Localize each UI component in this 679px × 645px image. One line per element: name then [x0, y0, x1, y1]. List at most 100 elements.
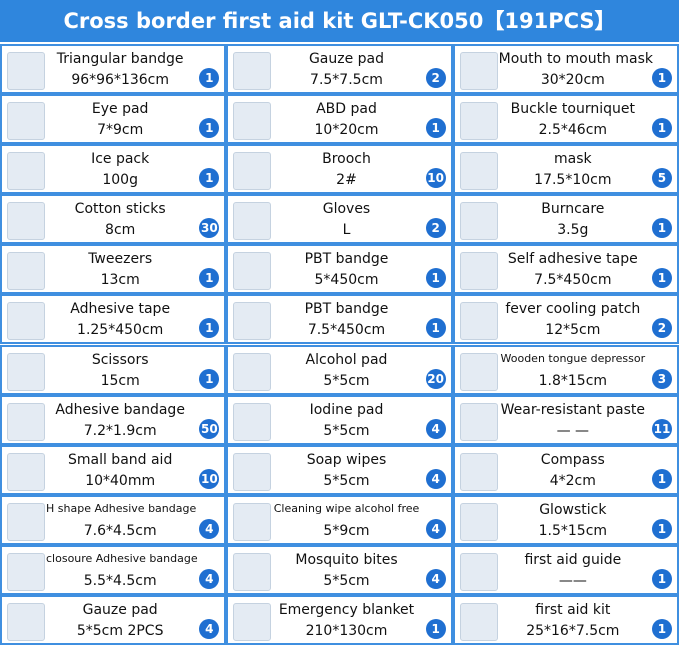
- item-size: 96*96*136cm: [71, 72, 169, 88]
- item-cell: H shape Adhesive bandage 7.6*4.5cm 4: [0, 494, 227, 545]
- item-image: [7, 302, 45, 341]
- item-size: 2#: [336, 172, 357, 189]
- item-count: 1: [199, 368, 220, 389]
- item-image: [233, 502, 272, 541]
- item-name: closoure Adhesive bandage: [46, 551, 198, 565]
- item-name: Gloves: [322, 201, 371, 218]
- item-image: [459, 202, 498, 241]
- item-name: first aid guide: [524, 551, 622, 568]
- item-cell: mask 17.5*10cm 5: [452, 144, 679, 195]
- item-cell: Mosquito bites 5*5cm 4: [226, 544, 453, 595]
- item-count: 1: [651, 568, 672, 589]
- item-size: 7*9cm: [97, 122, 144, 139]
- item-size: 10*40mm: [85, 472, 156, 489]
- item-count: 4: [199, 568, 220, 589]
- item-name: Adhesive tape: [70, 301, 171, 318]
- item-count: 1: [199, 118, 220, 139]
- item-name: Scissors: [91, 351, 149, 368]
- item-image: [7, 602, 45, 641]
- item-cell: Alcohol pad 5*5cm 20: [226, 344, 453, 395]
- item-count: 10: [425, 168, 446, 189]
- item-count: 1: [425, 618, 446, 639]
- item-size: 8cm: [105, 222, 136, 239]
- item-image: [7, 352, 45, 391]
- item-name: H shape Adhesive bandage: [46, 501, 197, 515]
- item-size: 1.5*15cm: [538, 522, 608, 539]
- item-count: 11: [651, 418, 672, 439]
- item-size: L: [342, 222, 351, 239]
- item-cell: Buckle tourniquet 2.5*46cm 1: [452, 94, 679, 145]
- item-name: Soap wipes: [306, 451, 387, 468]
- item-size: 13cm: [100, 272, 140, 289]
- item-size: 17.5*10cm: [534, 172, 612, 189]
- item-size: 5*5cm: [323, 422, 370, 439]
- item-count: 1: [425, 118, 446, 139]
- item-size: 15cm: [100, 372, 140, 389]
- item-name: Compass: [540, 451, 605, 468]
- item-count: 1: [425, 268, 446, 289]
- item-cell: Burncare 3.5g 1: [452, 194, 679, 245]
- item-size: 10*20cm: [314, 122, 379, 139]
- item-cell: first aid kit 25*16*7.5cm 1: [452, 594, 679, 645]
- item-count: 20: [425, 368, 446, 389]
- item-image: [7, 102, 45, 141]
- item-image: [7, 502, 45, 541]
- item-image: [233, 252, 272, 291]
- item-name: Tweezers: [88, 251, 153, 268]
- item-image: [233, 352, 272, 391]
- item-count: 1: [199, 318, 220, 339]
- item-cell: Cleaning wipe alcohol free 5*9cm 4: [226, 494, 453, 545]
- item-image: [7, 552, 45, 591]
- item-cell: Adhesive tape 1.25*450cm 1: [0, 294, 227, 345]
- item-count: 4: [425, 418, 446, 439]
- item-count: 3: [651, 368, 672, 389]
- item-count: 1: [651, 218, 672, 239]
- item-image: [233, 102, 272, 141]
- item-size: 5*9cm: [323, 522, 370, 539]
- item-count: 4: [425, 518, 446, 539]
- item-size: 1.8*15cm: [538, 372, 608, 389]
- item-count: 2: [425, 218, 446, 239]
- item-name: Mouth to mouth mask: [498, 51, 653, 67]
- item-image: [459, 452, 498, 491]
- item-name: first aid kit: [535, 601, 611, 618]
- item-image: [459, 402, 498, 441]
- item-name: Iodine pad: [309, 401, 384, 418]
- item-name: Brooch: [322, 151, 371, 168]
- item-name: Emergency blanket: [278, 601, 415, 618]
- item-image: [459, 302, 498, 341]
- item-size: 12*5cm: [545, 322, 601, 339]
- item-count: 4: [199, 518, 220, 539]
- item-name: Glowstick: [539, 501, 607, 518]
- item-count: 2: [425, 68, 446, 88]
- item-name: Wooden tongue depressor: [500, 351, 646, 365]
- item-cell: Gauze pad 5*5cm 2PCS 4: [0, 594, 227, 645]
- item-cell: Adhesive bandage 7.2*1.9cm 50: [0, 394, 227, 445]
- item-cell: ABD pad 10*20cm 1: [226, 94, 453, 145]
- item-size: 4*2cm: [549, 472, 596, 489]
- item-cell: Mouth to mouth mask 30*20cm 1: [452, 44, 679, 95]
- item-cell: Scissors 15cm 1: [0, 344, 227, 395]
- item-image: [233, 302, 272, 341]
- item-cell: Cotton sticks 8cm 30: [0, 194, 227, 245]
- item-size: 5*5cm: [323, 472, 370, 489]
- item-image: [459, 252, 498, 291]
- item-name: Cotton sticks: [74, 201, 166, 218]
- item-name: Gauze pad: [308, 51, 385, 67]
- item-cell: PBT bandge 7.5*450cm 1: [226, 294, 453, 345]
- item-count: 10: [199, 468, 220, 489]
- item-size: 7.5*7.5cm: [310, 72, 383, 88]
- item-name: fever cooling patch: [505, 301, 641, 318]
- item-size: 2.5*46cm: [538, 122, 608, 139]
- item-size: 30*20cm: [540, 72, 605, 88]
- item-size: 210*130cm: [305, 622, 388, 639]
- item-cell: Ice pack 100g 1: [0, 144, 227, 195]
- title: Cross border first aid kit GLT-CK050【191…: [0, 0, 679, 42]
- item-name: Burncare: [541, 201, 605, 218]
- item-cell: Gloves L 2: [226, 194, 453, 245]
- item-count: 4: [425, 568, 446, 589]
- item-size: — —: [556, 422, 590, 439]
- item-name: Eye pad: [91, 101, 149, 118]
- item-name: Small band aid: [67, 451, 173, 468]
- item-cell: Emergency blanket 210*130cm 1: [226, 594, 453, 645]
